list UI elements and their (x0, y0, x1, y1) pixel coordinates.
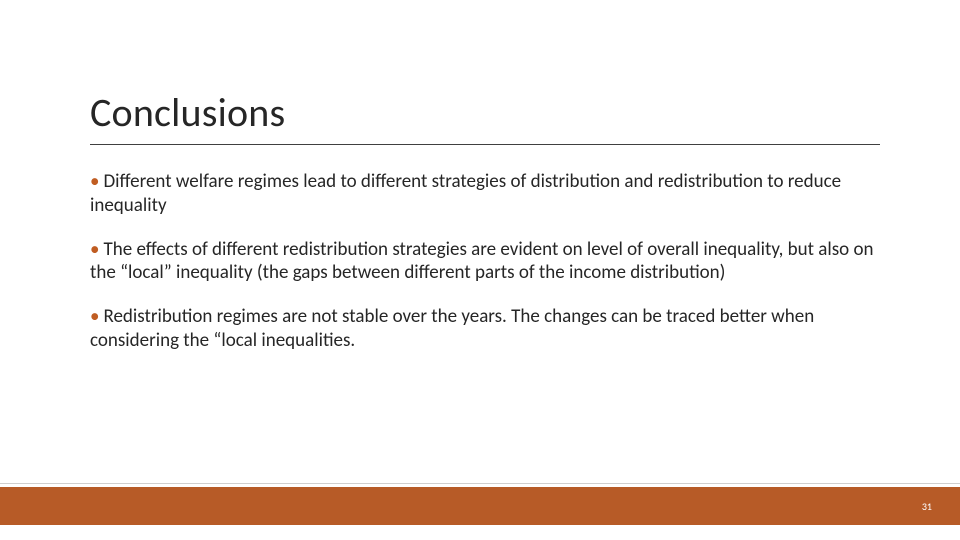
bullet-icon: • (90, 170, 99, 193)
bullet-text: The effects of different redistribution … (90, 238, 873, 285)
page-number: 31 (922, 500, 932, 513)
bullet-icon: • (90, 305, 99, 328)
bullet-icon: • (90, 238, 99, 261)
bottom-bar (0, 487, 960, 525)
slide: Conclusions •Different welfare regimes l… (0, 0, 960, 540)
bullet-item: •Different welfare regimes lead to diffe… (90, 170, 880, 218)
slide-title: Conclusions (90, 88, 285, 137)
title-underline (90, 144, 880, 145)
bullet-text: Redistribution regimes are not stable ov… (90, 305, 814, 352)
bullet-text: Different welfare regimes lead to differ… (90, 170, 841, 217)
slide-content: •Different welfare regimes lead to diffe… (90, 170, 880, 373)
divider-line (0, 483, 960, 484)
bullet-item: •The effects of different redistribution… (90, 238, 880, 286)
bullet-item: •Redistribution regimes are not stable o… (90, 305, 880, 353)
